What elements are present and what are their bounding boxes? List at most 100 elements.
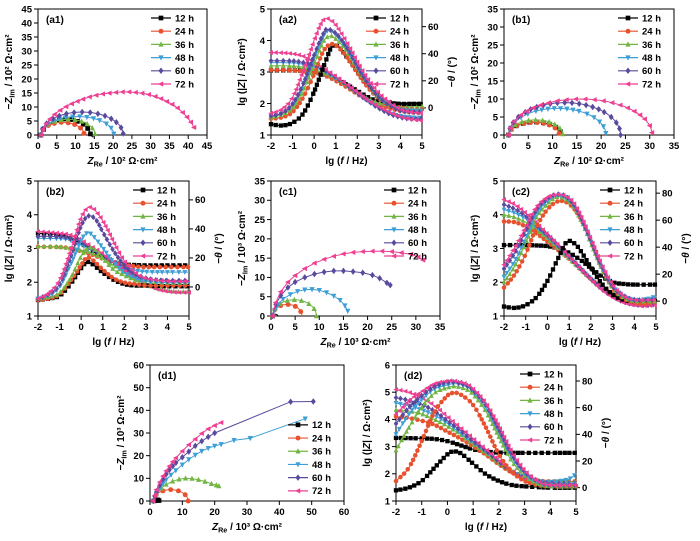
legend-label: 48 h — [544, 409, 563, 420]
marker-circle — [81, 130, 87, 136]
marker-circle — [159, 283, 165, 288]
y-axis-label: −ZIm / 10³ Ω·cm² — [237, 210, 250, 286]
y2-tick-label: 60 — [582, 403, 593, 414]
marker-square — [412, 483, 417, 488]
marker-tri-left — [408, 109, 414, 115]
marker-square — [482, 471, 488, 476]
y-tick-label: 0 — [260, 311, 265, 322]
marker-circle — [462, 395, 468, 400]
marker-tri-down — [563, 477, 569, 483]
marker-square — [463, 444, 468, 450]
marker-tri-down — [506, 208, 512, 214]
marker-circle — [532, 228, 538, 234]
marker-diamond — [199, 437, 205, 445]
marker-square — [441, 455, 446, 461]
marker-tri-up — [516, 216, 521, 221]
marker-tri-down — [173, 468, 179, 474]
series-72h — [393, 378, 577, 488]
marker-square — [292, 119, 297, 124]
marker-circle — [607, 200, 613, 206]
series-72h — [269, 248, 426, 319]
marker-diamond — [113, 118, 119, 126]
marker-tri-left — [585, 229, 590, 235]
marker-diamond — [87, 109, 93, 116]
legend-label: 48 h — [390, 53, 409, 64]
x-tick-label: -1 — [521, 322, 530, 333]
marker-tri-left — [505, 199, 511, 204]
marker-tri-left — [418, 117, 423, 123]
legend-item-72h: 72 h — [520, 435, 563, 446]
y2-tick-label: 80 — [582, 376, 593, 387]
marker-tri-up — [399, 437, 405, 443]
marker-square — [80, 121, 86, 127]
marker-tri-left — [501, 434, 507, 440]
y-axis-label: lg (|Z| / Ω·cm²) — [470, 215, 481, 283]
marker-tri-left — [43, 121, 49, 127]
marker-tri-down — [165, 270, 170, 275]
marker-tri-up — [176, 476, 182, 482]
marker-square — [156, 498, 162, 503]
marker-tri-up — [446, 424, 451, 429]
marker-tri-left — [153, 487, 159, 493]
marker-tri-left — [39, 294, 45, 299]
marker-tri-left — [373, 81, 379, 87]
marker-square — [90, 262, 95, 267]
marker-diamond — [120, 130, 126, 137]
marker-diamond — [360, 269, 366, 277]
y-tick-label: 45 — [21, 4, 32, 15]
marker-tri-left — [474, 390, 480, 396]
marker-square — [524, 484, 529, 489]
marker-tri-left — [595, 253, 601, 259]
marker-square — [408, 436, 413, 441]
marker-tri-up — [520, 217, 526, 223]
marker-tri-left — [610, 283, 616, 289]
marker-tri-up — [340, 43, 346, 49]
marker-tri-left — [300, 53, 306, 59]
marker-tri-left — [608, 279, 613, 285]
marker-tri-left — [327, 70, 333, 75]
marker-diamond — [397, 416, 402, 423]
marker-tri-down — [192, 452, 198, 458]
marker-square — [398, 487, 403, 492]
marker-tri-up — [89, 125, 95, 131]
marker-circle — [438, 425, 444, 431]
legend-label: 60 h — [624, 238, 643, 249]
marker-tri-left — [72, 233, 78, 239]
marker-square — [396, 101, 401, 106]
y-tick-label: 5 — [27, 176, 33, 187]
marker-circle — [181, 264, 186, 270]
marker-square — [572, 450, 577, 456]
marker-circle — [435, 404, 441, 409]
marker-diamond — [290, 100, 295, 107]
marker-tri-down — [553, 479, 559, 485]
legend-item-36h: 36 h — [133, 212, 176, 223]
marker-tri-down — [309, 287, 315, 293]
marker-square — [539, 287, 545, 293]
marker-square — [641, 282, 646, 287]
marker-circle — [130, 263, 136, 269]
x-tick-label: 35 — [435, 322, 446, 333]
x-tick-label: 10 — [314, 322, 325, 333]
marker-tri-left — [93, 92, 99, 98]
marker-tri-up — [512, 122, 518, 128]
marker-tri-up — [498, 438, 504, 444]
y-tick-label: 0 — [139, 496, 144, 507]
y-tick-label: 35 — [487, 4, 498, 15]
legend-item-48h: 48 h — [133, 225, 176, 236]
marker-tri-down — [455, 429, 461, 435]
marker-square — [516, 305, 521, 310]
marker-tri-up — [437, 419, 443, 425]
marker-diamond — [521, 467, 526, 474]
marker-diamond — [425, 404, 431, 411]
marker-square — [529, 299, 535, 304]
marker-tri-down — [81, 244, 87, 250]
marker-square — [438, 459, 443, 464]
marker-tri-down — [66, 267, 71, 272]
marker-tri-left — [561, 249, 567, 255]
marker-tri-down — [441, 383, 446, 389]
marker-tri-down — [571, 473, 577, 479]
marker-square — [630, 282, 636, 287]
marker-tri-left — [507, 125, 513, 131]
chart-d1: 0 10 20 30 40 50 60 0 10 20 30 40 50 60 ZRe / 10³ Ω·cm… — [116, 360, 349, 534]
marker-tri-down — [120, 269, 125, 274]
